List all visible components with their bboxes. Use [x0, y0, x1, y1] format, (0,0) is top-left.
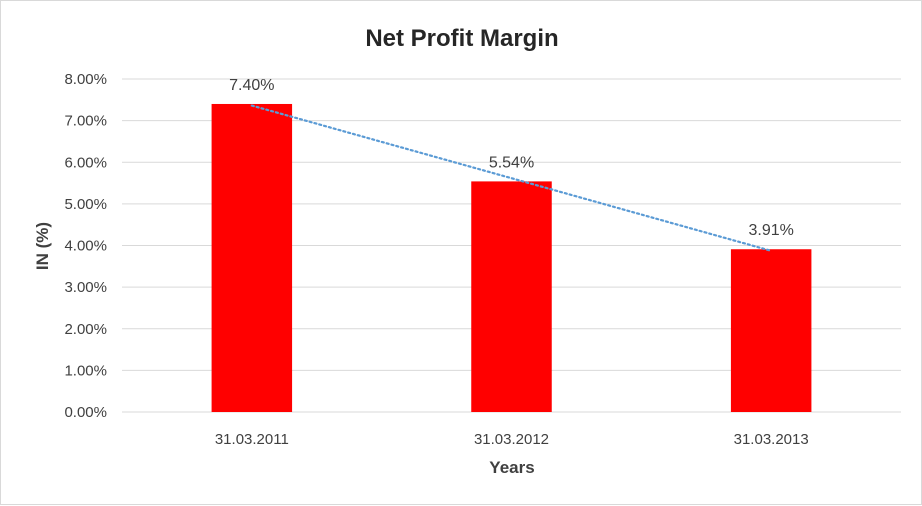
y-tick-label: 6.00%: [64, 154, 107, 171]
y-tick-label: 4.00%: [64, 238, 107, 255]
trendline: [250, 104, 773, 252]
y-axis-title: IN (%): [33, 222, 52, 270]
y-tick-label: 2.00%: [64, 321, 107, 338]
y-axis-ticks: 0.00% 1.00% 2.00% 3.00% 4.00% 5.00% 6.00% 7.00%…: [64, 71, 107, 421]
x-axis-title: Years: [489, 458, 534, 477]
bar: [730, 249, 812, 412]
x-tick-label: 31.03.2013: [734, 431, 809, 448]
y-tick-label: 3.00%: [64, 279, 107, 296]
y-tick-label: 5.00%: [64, 196, 107, 213]
bar: [211, 103, 293, 412]
y-tick-label: 8.00%: [64, 71, 107, 88]
bar: [471, 181, 552, 412]
data-label: 7.40%: [229, 77, 274, 94]
chart-title: Net Profit Margin: [365, 25, 558, 52]
y-tick-label: 1.00%: [64, 362, 107, 379]
x-tick-label: 31.03.2011: [215, 431, 289, 448]
y-tick-label: 7.00%: [64, 113, 107, 130]
data-label: 3.91%: [748, 222, 793, 239]
x-tick-label: 31.03.2012: [474, 431, 549, 448]
y-tick-label: 0.00%: [64, 404, 107, 421]
trendline-layer: [250, 104, 773, 252]
data-label: 5.54%: [489, 154, 534, 171]
x-axis-ticks: 31.03.2011 31.03.2012 31.03.2013: [215, 431, 809, 448]
data-labels: 7.40% 5.54% 3.91%: [229, 77, 794, 239]
bars: [211, 103, 812, 412]
